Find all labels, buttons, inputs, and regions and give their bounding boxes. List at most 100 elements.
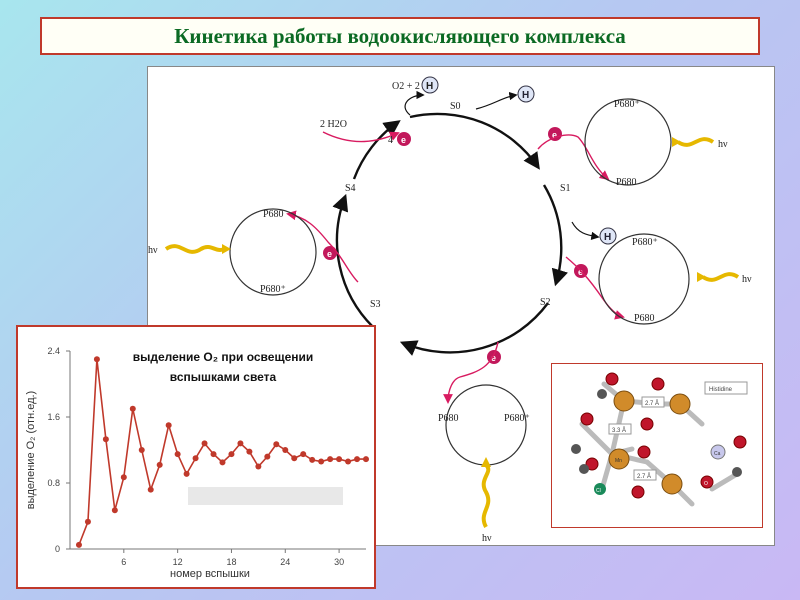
o2-flash-chart-svg: 0 0.8 1.6 2.4 6 12 18 24 30 выделение O₂ при ос… (25, 346, 369, 580)
mn-atom-1 (613, 390, 635, 412)
electron-icon (397, 132, 411, 146)
light-label-3: hν (482, 533, 492, 544)
data-point (147, 486, 154, 493)
data-point (300, 451, 307, 458)
p680-loop-4 (229, 208, 317, 296)
data-point (111, 507, 118, 514)
page-title: Кинетика работы водоокисляющего комплекс… (174, 23, 626, 48)
light-wave-1 (676, 137, 715, 147)
p680-4: P680 (263, 209, 284, 220)
data-point (93, 356, 100, 363)
data-point (228, 451, 235, 458)
cl-label: Cl (596, 488, 601, 494)
carbon-atoms (571, 389, 742, 477)
data-point (309, 456, 316, 463)
p680-loop-3 (445, 384, 527, 466)
proton-icon (421, 76, 439, 94)
p680-3: P680 (438, 413, 459, 424)
data-point (165, 422, 172, 429)
data-point (219, 459, 226, 466)
histidine-box (704, 381, 748, 395)
data-point (102, 436, 109, 443)
data-point (192, 455, 199, 462)
data-point (138, 447, 145, 453)
electron-label-4: e (327, 249, 332, 259)
data-point (255, 463, 262, 470)
state-s3: S3 (370, 299, 381, 310)
state-s2: S2 (540, 297, 551, 308)
x-tick-label: 12 (173, 557, 183, 567)
light-arrowhead-1 (672, 137, 681, 147)
y-tick-label: 1.6 (47, 412, 60, 422)
p680-plus-4: P680⁺ (260, 284, 286, 295)
data-point (129, 405, 136, 412)
electron-arrow-3 (443, 341, 499, 404)
electron-label-3: e (491, 353, 496, 363)
water-label: 2 H2O (320, 119, 347, 130)
data-point (291, 455, 298, 462)
electron-arrow-2 (565, 256, 625, 320)
series-line (78, 359, 366, 546)
ca-label: Ca (714, 451, 721, 457)
x-axis-label: номер вспышки (170, 568, 250, 580)
proton-label-1: H (522, 90, 529, 101)
electron-icon-4 (323, 246, 337, 260)
data-point (120, 474, 127, 481)
electron-arrow-4 (286, 210, 359, 283)
data-point (336, 456, 343, 463)
state-s0: S0 (450, 101, 461, 112)
water-arrow (322, 131, 400, 143)
x-ticks: 6 12 18 24 30 (121, 549, 344, 567)
data-point (345, 458, 352, 465)
light-label-4: hν (148, 245, 158, 256)
data-point (75, 541, 82, 548)
light-label-2: hν (742, 274, 752, 285)
s-state-labels: S0 S1 S2 S3 S4 (345, 101, 571, 310)
distance-box-2 (608, 423, 632, 435)
data-point (237, 440, 244, 447)
p680-1: P680 (616, 177, 637, 188)
data-point (363, 456, 369, 463)
products-label: O2 + 2 (392, 81, 420, 92)
chart-title-line-1: выделение O₂ при освещении (133, 350, 314, 364)
proton-icon-1 (517, 85, 535, 103)
light-arrowhead-2 (697, 272, 706, 282)
y-tick-label: 2.4 (47, 346, 60, 356)
s-state-cycle (332, 112, 568, 356)
state-s1: S1 (560, 183, 571, 194)
o2-flash-chart: 0 0.8 1.6 2.4 6 12 18 24 30 выделение O₂ при ос… (16, 325, 376, 589)
data-point (174, 451, 181, 458)
mn-atoms (608, 390, 691, 495)
light-wave-2 (701, 272, 740, 282)
histidine-label: Histidine (709, 387, 733, 393)
light-label-1: hν (718, 139, 728, 150)
data-point (264, 453, 271, 460)
y-axis-label: выделение O₂ (отн.ед.) (25, 391, 37, 509)
kok-cycle-svg: S0 S1 S2 S3 S4 O2 + 2 H 2 H2O 4 e H e P6… (148, 76, 752, 544)
y-tick-label: 0.8 (47, 478, 60, 488)
x-tick-label: 6 (121, 557, 126, 567)
state-s4: S4 (345, 183, 356, 194)
proton-arrow-2 (571, 221, 600, 241)
data-point (156, 461, 163, 468)
mn-label: Mn (615, 458, 622, 464)
light-arrowhead-4 (222, 244, 231, 254)
y-tick-label: 0 (55, 544, 60, 554)
distance-box-1 (641, 396, 665, 408)
x-tick-label: 18 (226, 557, 236, 567)
p680-loop-1 (584, 98, 672, 186)
electron-icon-1 (548, 127, 562, 141)
distance-box-3 (633, 469, 657, 481)
data-point (201, 440, 208, 447)
p680-plus-2: P680⁺ (632, 237, 658, 248)
data-point (246, 448, 253, 455)
title-box: Кинетика работы водоокисляющего комплекс… (40, 17, 760, 55)
data-point (273, 441, 280, 448)
data-point (318, 458, 325, 465)
proton-label: H (426, 81, 433, 92)
electron-label: e (401, 135, 406, 145)
o-label: O (704, 481, 708, 487)
chart-gray-band (188, 487, 343, 505)
light-wave-4 (164, 244, 225, 254)
data-point (327, 456, 334, 463)
